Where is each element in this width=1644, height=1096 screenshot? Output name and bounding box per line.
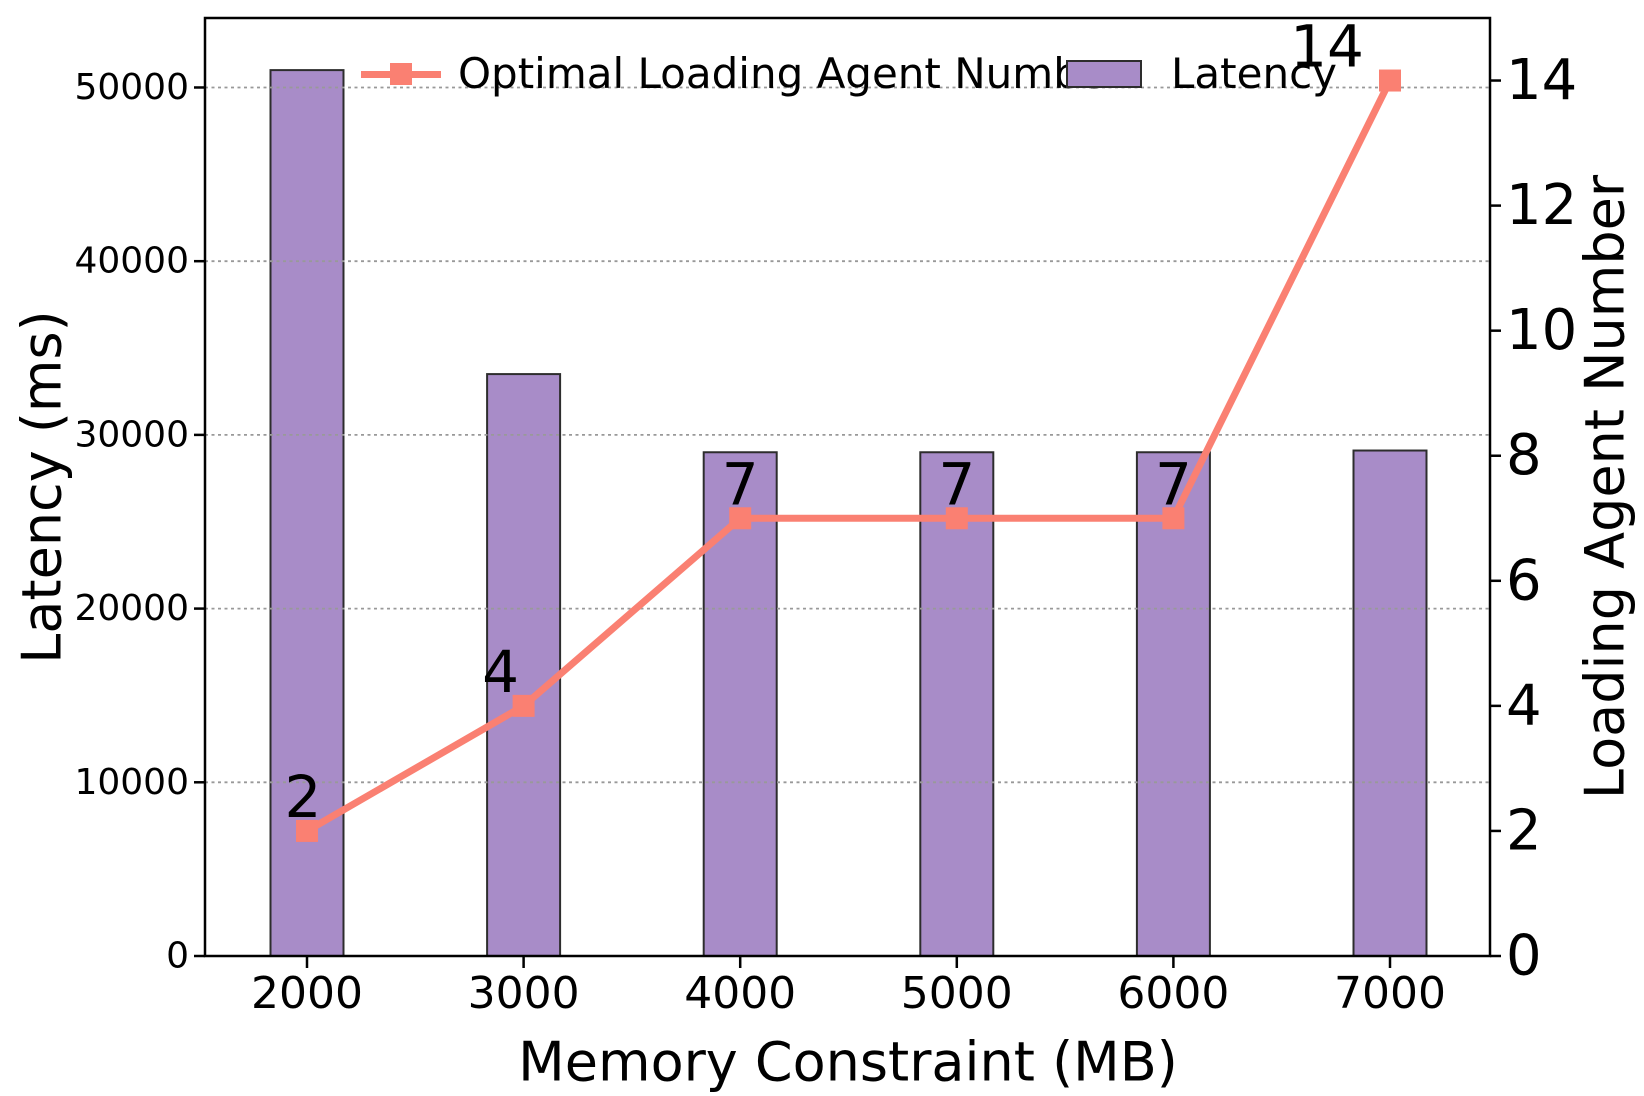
latency-bar-2000 [269,69,345,958]
agent-number-marker-3000 [512,694,535,717]
x-tick-label-4000: 4000 [684,968,796,1019]
agent-number-marker-5000 [945,507,968,530]
data-label-agent-7000: 14 [1290,13,1364,81]
y-axis-label-right: Loading Agent Number [1573,174,1637,800]
plot-border [203,16,1492,958]
x-tick-label-2000: 2000 [251,968,363,1019]
data-label-agent-6000: 7 [1155,450,1192,518]
data-label-agent-3000: 4 [482,638,519,706]
right-tick-label-14: 14 [1506,48,1577,113]
x-tick-label-6000: 6000 [1117,968,1229,1019]
left-tick-label-50000: 50000 [74,67,189,108]
latency-bar-7000 [1352,449,1428,957]
agent-number-marker-4000 [729,507,752,530]
right-tick-label-8: 8 [1506,423,1542,488]
latency-bar-5000 [919,451,995,957]
right-tick-label-6: 6 [1506,548,1542,613]
data-label-agent-4000: 7 [722,450,759,518]
left-tick-label-20000: 20000 [74,588,189,629]
latency-bar-3000 [486,373,562,957]
y-axis-label-left: Latency (ms) [10,310,74,664]
x-tick-label-3000: 3000 [468,968,580,1019]
left-tick-label-10000: 10000 [74,762,189,803]
data-label-agent-2000: 2 [285,763,322,831]
left-tick-label-30000: 30000 [74,414,189,455]
right-tick-label-2: 2 [1506,798,1542,863]
right-tick-label-4: 4 [1506,673,1542,738]
agent-number-marker-7000 [1379,69,1401,92]
legend-label-optimal-loading-agent-number: Optimal Loading Agent Number [458,49,1123,98]
data-label-agent-5000: 7 [938,450,975,518]
legend-line-marker-icon [390,63,412,85]
right-tick-label-12: 12 [1506,173,1577,238]
right-tick-label-0: 0 [1506,924,1542,989]
agent-number-line [305,78,1394,834]
legend-label-latency: Latency [1171,49,1338,98]
agent-number-marker-6000 [1162,507,1185,530]
x-tick-label-5000: 5000 [901,968,1013,1019]
x-axis-label: Memory Constraint (MB) [518,1030,1178,1094]
agent-number-marker-2000 [296,819,318,842]
x-tick-label-7000: 7000 [1334,968,1446,1019]
left-tick-label-40000: 40000 [74,241,189,282]
legend-bar-swatch [1066,60,1142,88]
left-tick-label-0: 0 [166,936,189,977]
right-tick-label-10: 10 [1506,298,1577,363]
